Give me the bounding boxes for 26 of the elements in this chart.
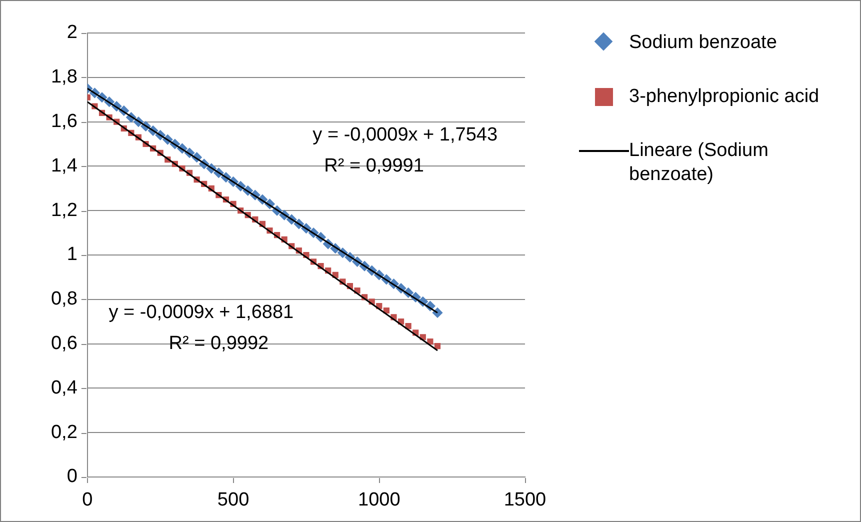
x-tick-label: 1500: [504, 490, 546, 511]
point: [383, 307, 390, 314]
y-tick-label: 0,8: [50, 288, 78, 310]
y-tick-label: 2: [66, 22, 78, 44]
y-tick-label: 1,6: [50, 111, 78, 132]
annotation: y = -0,0009x + 1,7543: [312, 124, 498, 146]
annotation: R² = 0,9992: [168, 333, 269, 354]
y-tick-label: 1,2: [50, 200, 78, 221]
point: [405, 322, 412, 330]
annotation: y = -0,0009x + 1,6881: [108, 302, 294, 323]
y-tick-label: 1,4: [50, 155, 78, 176]
legend-label: Lineare (Sodium benzoate): [629, 139, 770, 187]
y-tick-label: 1: [66, 244, 78, 266]
legend-label: Sodium benzoate: [629, 31, 777, 55]
y-tick-label: 0: [66, 466, 78, 488]
y-tick-label: 0,6: [50, 333, 78, 354]
point: [427, 338, 434, 345]
x-tick-label: 0: [82, 490, 93, 511]
point: [434, 342, 441, 350]
x-tick-label: 500: [217, 490, 250, 511]
y-tick-label: 1,8: [50, 66, 78, 88]
y-tick-label: 0,4: [50, 377, 78, 398]
legend-label: 3-phenylpropionic acid: [629, 85, 820, 109]
annotation: R² = 0,9991: [324, 155, 424, 176]
y-tick-label: 0,2: [50, 422, 78, 443]
x-tick-label: 1000: [358, 490, 400, 511]
